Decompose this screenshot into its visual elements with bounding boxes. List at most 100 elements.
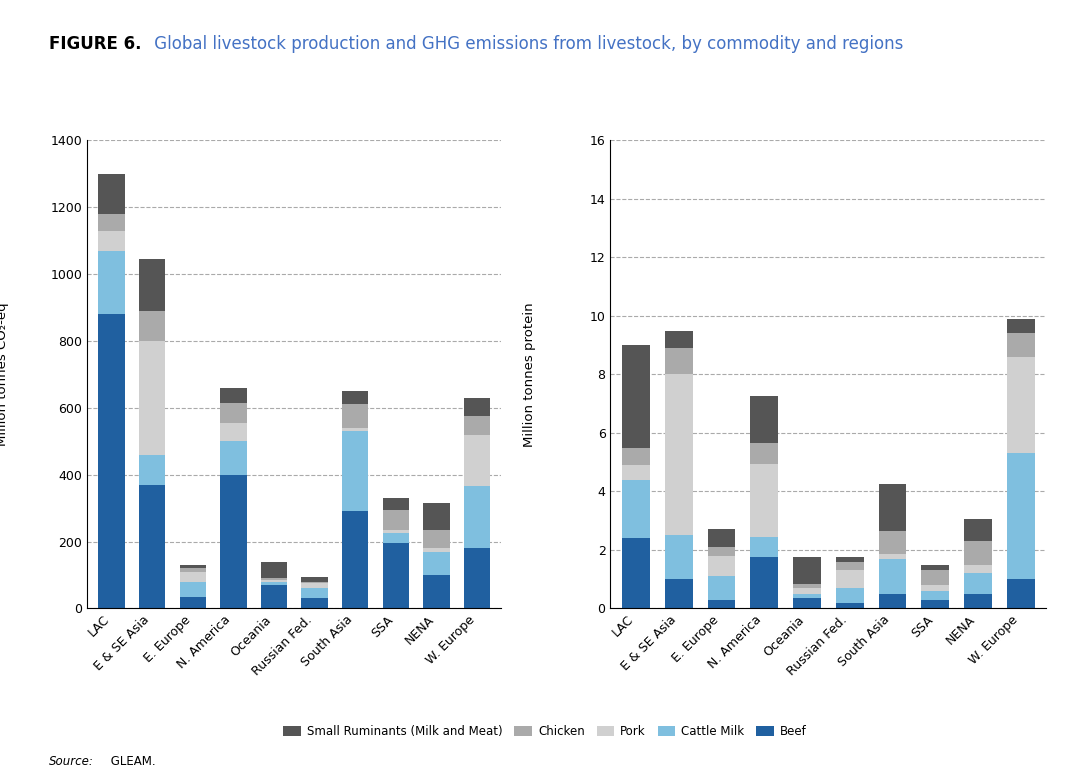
Bar (1007, 579, 1034, 608)
Legend: Small Ruminants (Milk and Meat), Chicken, Pork, Cattle Milk, Beef: Small Ruminants (Milk and Meat), Chicken… (279, 721, 811, 743)
Bar (665, 374, 692, 535)
Bar (836, 562, 863, 570)
Bar (965, 573, 992, 594)
Bar (261, 582, 287, 585)
Bar (98, 214, 124, 231)
Bar (98, 250, 124, 314)
Text: FIGURE 6.: FIGURE 6. (49, 35, 142, 53)
Bar (750, 557, 778, 608)
Bar (220, 423, 246, 441)
Bar (750, 537, 778, 557)
Bar (464, 417, 490, 434)
Bar (921, 585, 949, 591)
Bar (180, 597, 206, 608)
Bar (220, 388, 246, 402)
Bar (622, 448, 650, 465)
Bar (464, 548, 490, 608)
Bar (423, 575, 450, 608)
Bar (707, 547, 736, 555)
Bar (140, 259, 166, 311)
Bar (423, 548, 450, 551)
Bar (180, 582, 206, 597)
Bar (794, 557, 821, 583)
Bar (423, 551, 450, 575)
Bar (383, 543, 409, 608)
Bar (665, 535, 692, 579)
Bar (794, 594, 821, 598)
Bar (921, 600, 949, 608)
Bar (383, 498, 409, 510)
Text: Source:: Source: (49, 755, 94, 768)
Bar (836, 557, 863, 562)
Bar (261, 578, 287, 580)
Bar (342, 512, 368, 608)
Bar (98, 174, 124, 214)
Bar (383, 510, 409, 530)
Bar (1007, 319, 1034, 334)
Bar (302, 588, 328, 598)
Bar (836, 602, 863, 608)
Bar (220, 441, 246, 475)
Bar (1007, 357, 1034, 453)
Bar (383, 530, 409, 534)
Bar (180, 565, 206, 569)
Bar (707, 555, 736, 576)
Y-axis label: Million tonnes protein: Million tonnes protein (523, 302, 536, 447)
Bar (794, 598, 821, 608)
Bar (879, 531, 907, 555)
Bar (665, 331, 692, 348)
Bar (965, 594, 992, 608)
Bar (750, 463, 778, 537)
Bar (140, 341, 166, 455)
Bar (794, 583, 821, 588)
Bar (302, 582, 328, 583)
Bar (98, 314, 124, 608)
Bar (879, 594, 907, 608)
Bar (302, 576, 328, 582)
Bar (140, 311, 166, 341)
Bar (665, 348, 692, 374)
Bar (794, 588, 821, 594)
Bar (622, 538, 650, 608)
Bar (342, 428, 368, 431)
Bar (464, 398, 490, 417)
Bar (707, 530, 736, 547)
Bar (423, 530, 450, 548)
Bar (302, 598, 328, 608)
Bar (879, 558, 907, 594)
Bar (965, 519, 992, 541)
Bar (383, 534, 409, 543)
Bar (965, 565, 992, 573)
Bar (879, 484, 907, 531)
Bar (622, 346, 650, 448)
Bar (180, 569, 206, 572)
Bar (622, 480, 650, 538)
Bar (220, 475, 246, 608)
Bar (342, 431, 368, 512)
Bar (261, 562, 287, 578)
Bar (750, 396, 778, 443)
Bar (464, 434, 490, 487)
Bar (965, 541, 992, 565)
Bar (342, 405, 368, 428)
Bar (342, 391, 368, 405)
Bar (707, 576, 736, 600)
Bar (921, 565, 949, 570)
Bar (98, 231, 124, 250)
Bar (750, 443, 778, 463)
Bar (140, 484, 166, 608)
Bar (302, 583, 328, 588)
Bar (622, 465, 650, 480)
Bar (180, 572, 206, 582)
Text: GLEAM.: GLEAM. (107, 755, 156, 768)
Bar (140, 455, 166, 484)
Bar (261, 580, 287, 582)
Bar (836, 588, 863, 602)
Bar (423, 503, 450, 530)
Bar (879, 555, 907, 558)
Bar (220, 402, 246, 423)
Bar (665, 579, 692, 608)
Bar (707, 600, 736, 608)
Y-axis label: Million tonnes CO₂-eq: Million tonnes CO₂-eq (0, 303, 9, 446)
Bar (1007, 334, 1034, 357)
